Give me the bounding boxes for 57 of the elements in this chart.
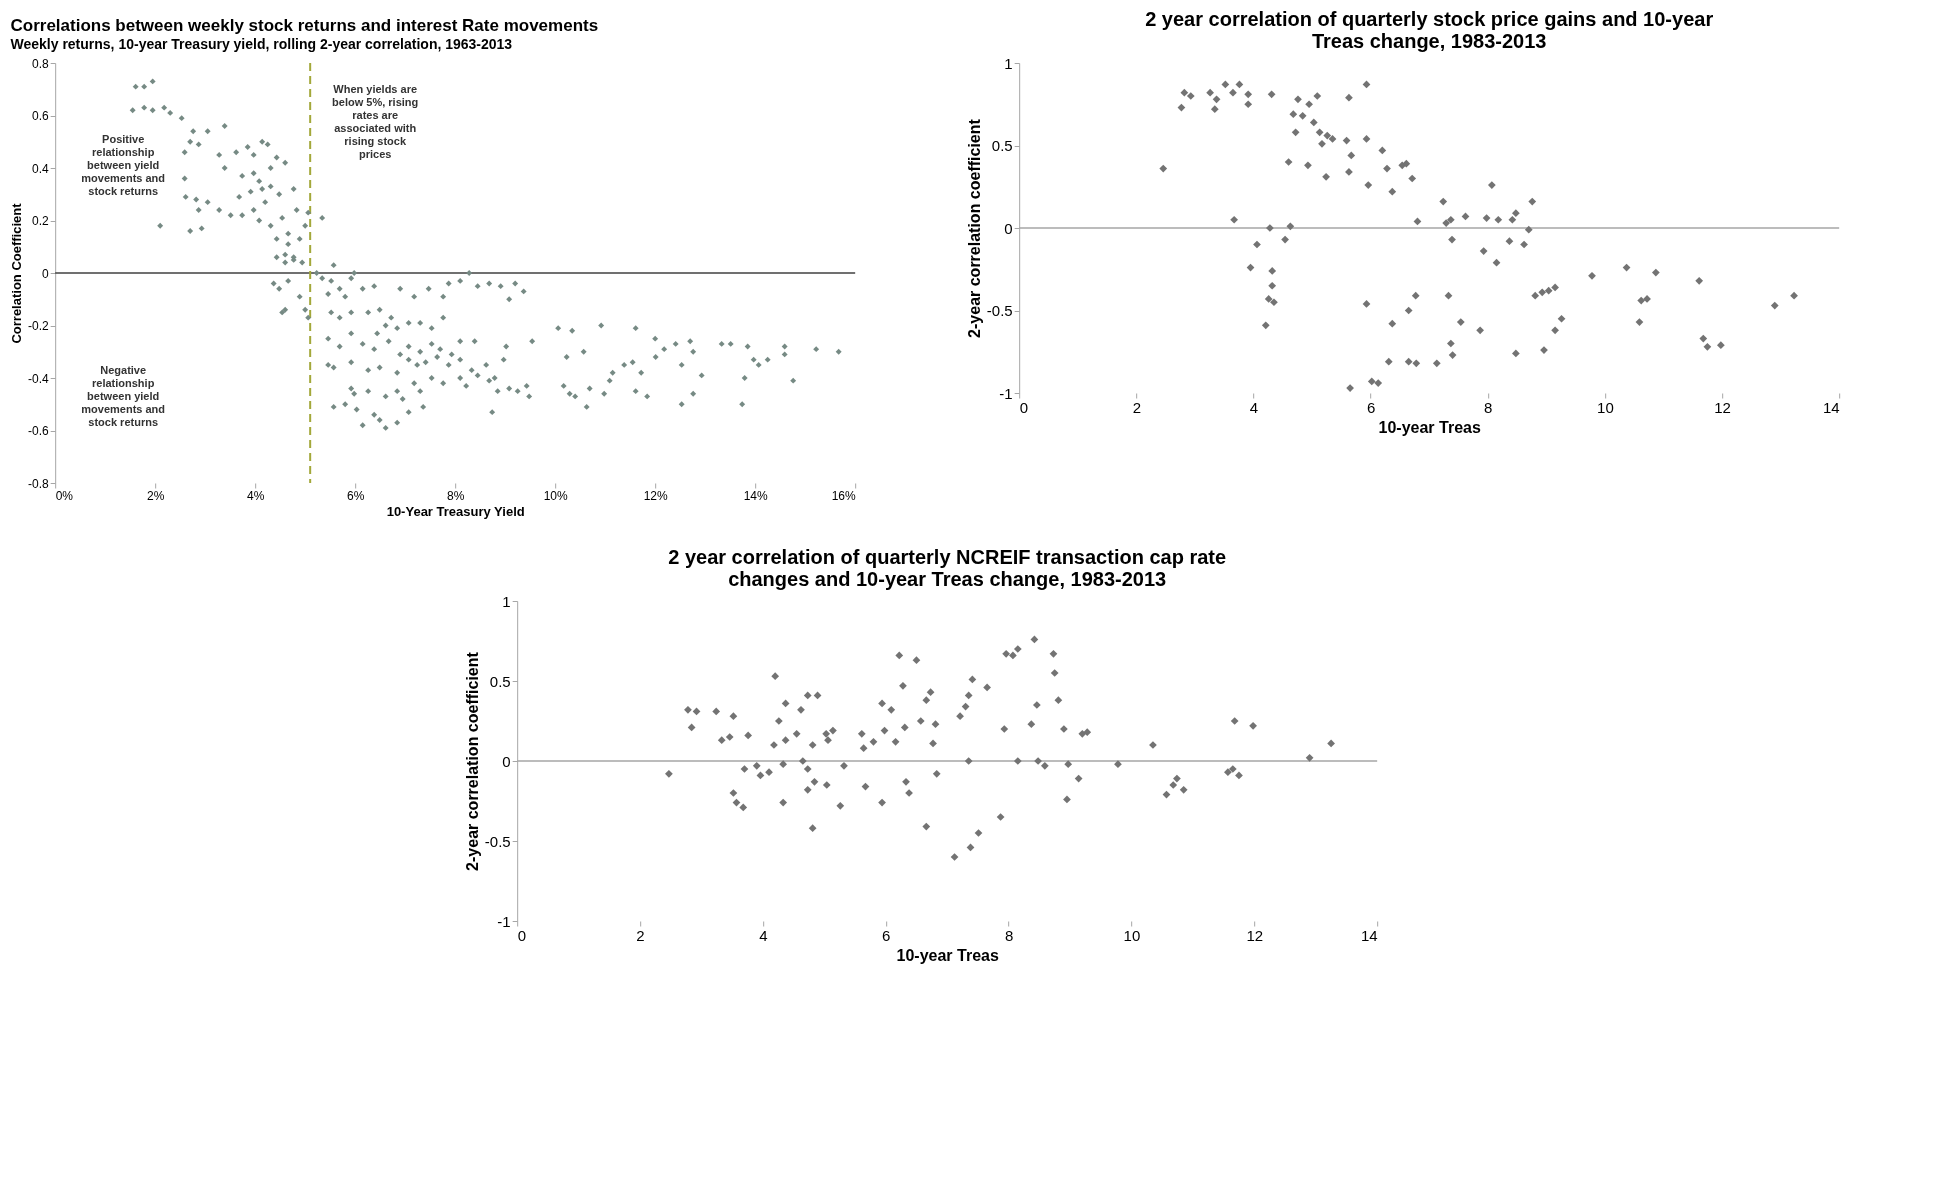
y-axis-title: 2-year correlation coefficient bbox=[463, 651, 481, 871]
x-tick-label: 14 bbox=[1822, 398, 1840, 416]
annotation: Positive relationship between yield movements and stock returns bbox=[81, 133, 166, 198]
y-tick-label: -0.5 bbox=[484, 832, 511, 850]
y-tick-label: -1 bbox=[497, 912, 511, 930]
x-tick-label: 4% bbox=[247, 488, 265, 503]
x-tick-label: 6 bbox=[1366, 398, 1376, 416]
y-tick-label: -0.5 bbox=[986, 302, 1013, 319]
y-tick-label: 0 bbox=[1004, 219, 1013, 237]
y-tick-label: 0.5 bbox=[991, 137, 1013, 154]
chart-title: 2 year correlation of quarterly NCREIF transaction cap rate changes and 10-year Treas change, 1983-2013 bbox=[668, 546, 1227, 590]
y-tick-label: -0.6 bbox=[27, 424, 49, 438]
x-tick-label: 16% bbox=[831, 488, 856, 503]
x-tick-label: 8% bbox=[447, 488, 465, 503]
x-tick-label: 12 bbox=[1246, 926, 1264, 944]
x-axis-title: 10-Year Treasury Yield bbox=[386, 503, 525, 519]
y-tick-label: 0.6 bbox=[31, 109, 49, 123]
x-tick-label: 8 bbox=[1004, 926, 1014, 944]
x-tick-label: 14% bbox=[743, 488, 769, 503]
x-tick-label: 4 bbox=[759, 926, 768, 944]
x-tick-label: 6% bbox=[347, 488, 365, 503]
x-tick-label: 0 bbox=[517, 926, 527, 944]
x-tick-label: 6 bbox=[882, 926, 891, 944]
x-tick-label: 14 bbox=[1360, 926, 1378, 944]
y-tick-label: 0.5 bbox=[489, 672, 511, 690]
chart-title: Correlations between weekly stock returns and interest Rate movements bbox=[10, 16, 599, 35]
x-tick-label: 10 bbox=[1597, 398, 1614, 416]
y-tick-label: -0.2 bbox=[27, 319, 49, 333]
x-tick-label: 0% bbox=[55, 488, 74, 503]
x-tick-label: 10% bbox=[543, 488, 569, 503]
x-axis-title: 10-year Treas bbox=[896, 946, 999, 964]
y-tick-label: 0.2 bbox=[31, 214, 49, 228]
x-tick-label: 2% bbox=[147, 488, 165, 503]
x-tick-label: 0 bbox=[1019, 398, 1029, 416]
y-tick-label: -1 bbox=[999, 384, 1013, 402]
y-tick-label: 1 bbox=[1004, 54, 1013, 72]
y-tick-label: -0.8 bbox=[27, 476, 49, 491]
x-tick-label: 4 bbox=[1249, 398, 1259, 416]
y-tick-label: 0.8 bbox=[31, 56, 49, 71]
x-tick-label: 12% bbox=[643, 488, 669, 503]
y-tick-label: 0 bbox=[502, 752, 511, 770]
chart-subtitle: Weekly returns, 10-year Treasury yield, rolling 2-year correlation, 1963-2013 bbox=[10, 36, 513, 52]
x-tick-label: 8 bbox=[1484, 398, 1493, 416]
x-axis-title: 10-year Treas bbox=[1378, 418, 1481, 436]
y-axis-title: 2-year correlation coefficient bbox=[965, 118, 983, 338]
annotation: Negative relationship between yield movements and stock returns bbox=[81, 364, 166, 429]
x-tick-label: 2 bbox=[1132, 398, 1141, 416]
chart-title: 2 year correlation of quarterly stock price gains and 10-year Treas change, 1983-2013 bbox=[1145, 8, 1714, 52]
y-tick-label: 0 bbox=[41, 266, 49, 281]
y-tick-label: -0.4 bbox=[27, 371, 49, 386]
x-tick-label: 10 bbox=[1123, 926, 1141, 944]
y-axis-title: Correlation Coefficient bbox=[9, 202, 24, 344]
x-tick-label: 2 bbox=[636, 926, 645, 944]
y-tick-label: 1 bbox=[502, 592, 511, 610]
annotation: When yields are below 5%, rising rates are associated with rising stock prices bbox=[332, 83, 419, 160]
x-tick-label: 12 bbox=[1714, 398, 1731, 416]
y-tick-label: 0.4 bbox=[31, 161, 49, 176]
